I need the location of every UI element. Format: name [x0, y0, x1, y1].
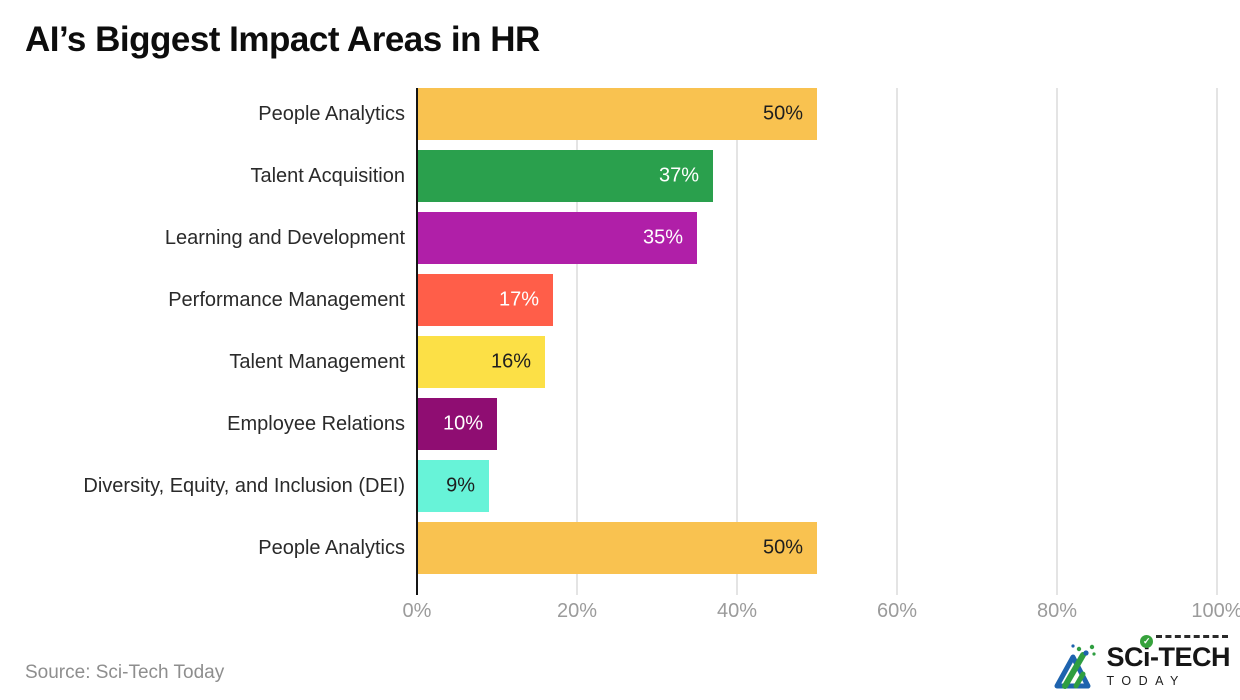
bar-row: 50% [417, 88, 1217, 140]
bar[interactable]: 9% [417, 460, 489, 512]
category-label: Performance Management [168, 288, 405, 311]
x-tick-label: 80% [1036, 600, 1078, 622]
category-label: Employee Relations [227, 412, 405, 435]
bar[interactable]: 16% [417, 336, 545, 388]
category-label: Learning and Development [164, 226, 405, 249]
category-label: Talent Acquisition [250, 164, 405, 187]
brand-subname: TODAY [1106, 674, 1186, 688]
category-labels: People Analytics Talent Acquisition Learni… [25, 88, 417, 584]
bar-row: 37% [417, 150, 1217, 202]
brand-logo: SCi ✓ -TECH TODAY [1052, 635, 1231, 690]
value-label: 16% [490, 350, 531, 373]
value-label: 17% [498, 288, 539, 311]
gridline [1056, 88, 1058, 595]
source-note: Source: Sci-Tech Today [25, 662, 225, 683]
x-tick-label: 0% [402, 600, 432, 622]
bar[interactable]: 35% [417, 212, 697, 264]
value-label: 35% [642, 226, 683, 249]
page-title: AI’s Biggest Impact Areas in HR [25, 20, 540, 59]
x-tick-label: 60% [876, 600, 918, 622]
x-tick-label: 100% [1191, 600, 1240, 622]
bar[interactable]: 17% [417, 274, 553, 326]
category-label: People Analytics [258, 536, 405, 559]
sci-tech-logo-icon [1054, 644, 1097, 689]
value-label: 10% [442, 412, 483, 435]
value-label: 9% [446, 474, 475, 497]
bar[interactable]: 37% [417, 150, 713, 202]
gridline [1216, 88, 1218, 595]
x-axis: 0% 20% 40% 60% 80% 100% [403, 600, 1240, 626]
bar-row: 50% [417, 522, 1217, 574]
y-axis-line [416, 88, 418, 595]
x-tick-label: 20% [556, 600, 598, 622]
category-label: Diversity, Equity, and Inclusion (DEI) [83, 474, 405, 497]
category-label: Talent Management [229, 350, 405, 373]
bars-area: 50% 37% 35% 17% 16% 10% 9% 50% [417, 88, 1217, 574]
bar[interactable]: 50% [417, 522, 817, 574]
x-tick-label: 40% [716, 600, 758, 622]
category-label: People Analytics [258, 102, 405, 125]
gridline [576, 88, 578, 595]
plot-area: 50% 37% 35% 17% 16% 10% 9% 50% 0% 20% 40% 60% 80% 10… [403, 88, 1240, 622]
bar-row: 10% [417, 398, 1217, 450]
bar-chart: People Analytics Talent Acquisition Learni… [25, 88, 1240, 622]
brand-name: SCi ✓ -TECH [1106, 635, 1231, 672]
brand-logo-text: SCi ✓ -TECH TODAY [1106, 635, 1231, 688]
bar-row: 9% [417, 460, 1217, 512]
gridline [896, 88, 898, 595]
brand-i: i ✓ [1139, 635, 1153, 672]
value-label: 37% [658, 164, 699, 187]
value-label: 50% [762, 102, 803, 125]
bar-row: 17% [417, 274, 1217, 326]
bar-row: 35% [417, 212, 1217, 264]
gridline [736, 88, 738, 595]
value-label: 50% [762, 536, 803, 559]
grid-layer [417, 88, 1218, 595]
bar[interactable]: 10% [417, 398, 497, 450]
bar-row: 16% [417, 336, 1217, 388]
bar[interactable]: 50% [417, 88, 817, 140]
